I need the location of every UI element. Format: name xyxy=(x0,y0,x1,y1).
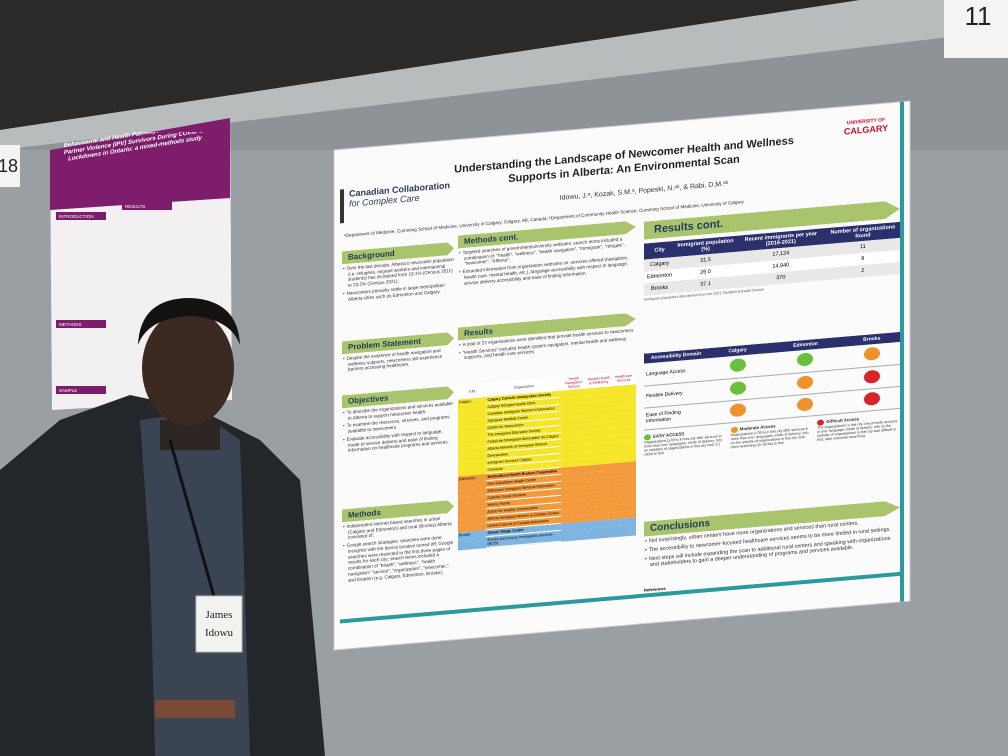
block: City Organization Health Navigation Servic… xyxy=(458,370,636,607)
access-box: Accessibility DomainCalgaryEdmontonBrook… xyxy=(644,331,900,514)
access-dot xyxy=(863,346,880,362)
org-check-cell xyxy=(611,524,636,537)
legend-item: Difficult Access The organizations in thi… xyxy=(817,412,900,441)
access-domain: Ease of Finding Information xyxy=(646,409,681,425)
block: ObjectivesTo describe the organizations … xyxy=(342,386,454,508)
badge-name: Idowu xyxy=(205,627,234,639)
access-dot xyxy=(797,396,814,412)
badge-name: James xyxy=(206,609,233,621)
legend-item: Moderate Access Organizations (<70%) in t… xyxy=(730,420,814,449)
board-label-left xyxy=(0,145,20,187)
section: Problem StatementDespite the existence o… xyxy=(342,332,454,394)
left-section-bar xyxy=(56,320,106,328)
block: Results cont. City Immigrant population (%… xyxy=(644,200,900,352)
access-dot xyxy=(729,358,746,373)
bullet: Google search strategies: searches were … xyxy=(347,534,454,583)
section: Methods cont.Targeted searches of govern… xyxy=(458,220,636,323)
left-section-bar xyxy=(56,212,106,220)
access-cell xyxy=(844,386,900,413)
access-dot xyxy=(729,380,746,395)
block: Problem StatementDespite the existence o… xyxy=(342,332,454,394)
block: BackgroundOver the last decade, Alberta'… xyxy=(342,242,454,342)
section: ObjectivesTo describe the organizations … xyxy=(342,386,454,508)
section: MethodsIndependent internet based search… xyxy=(342,500,454,618)
access-dot xyxy=(797,352,814,367)
org-table: City Organization Health Navigation Servic… xyxy=(458,370,636,550)
block: UNIVERSITY OF CALGARY xyxy=(834,116,898,151)
org-check-cell xyxy=(561,528,586,541)
access-dot xyxy=(863,369,880,384)
block: Methods cont.Targeted searches of govern… xyxy=(458,220,636,323)
access-dot xyxy=(729,402,746,417)
poster-border xyxy=(900,101,904,602)
access-dot xyxy=(863,391,880,406)
left-section-heading: SAMPLE xyxy=(59,388,77,393)
board-label-right xyxy=(944,0,1008,58)
left-section-heading: METHODS xyxy=(59,322,82,327)
hair xyxy=(138,298,240,345)
board-number: 11 xyxy=(965,1,992,31)
shirt xyxy=(140,412,250,756)
results-cell: Brooks xyxy=(650,284,669,293)
belt xyxy=(155,700,235,718)
left-poster-banner xyxy=(50,118,230,210)
face xyxy=(142,310,234,426)
access-cell xyxy=(708,397,767,424)
left-section-bar xyxy=(56,386,106,394)
block: Accessibility Domain Calgary Edmonton Brook… xyxy=(644,331,900,514)
board-number: 18 xyxy=(0,156,18,176)
org-city-cell xyxy=(458,537,486,550)
block: MethodsIndependent internet based search… xyxy=(342,500,454,618)
poster-border xyxy=(340,571,904,624)
left-section-bar xyxy=(122,202,172,210)
left-section-heading: RESULTS xyxy=(125,204,145,209)
board-frame xyxy=(0,0,1008,150)
name-badge xyxy=(195,595,243,653)
access-dot xyxy=(797,374,814,390)
legend-item: EASY ACCESS Organizations (≥70%) in this … xyxy=(644,427,727,456)
left-title-box: Behavioural and Health Pathways Among In… xyxy=(63,132,207,163)
lanyard xyxy=(168,439,217,601)
left-section-heading: INTRODUCTION xyxy=(59,214,94,219)
left-poster-title: Behavioural and Health Pathways Among In… xyxy=(63,132,207,163)
org-check-cell xyxy=(586,526,611,539)
section: BackgroundOver the last decade, Alberta'… xyxy=(342,242,454,342)
